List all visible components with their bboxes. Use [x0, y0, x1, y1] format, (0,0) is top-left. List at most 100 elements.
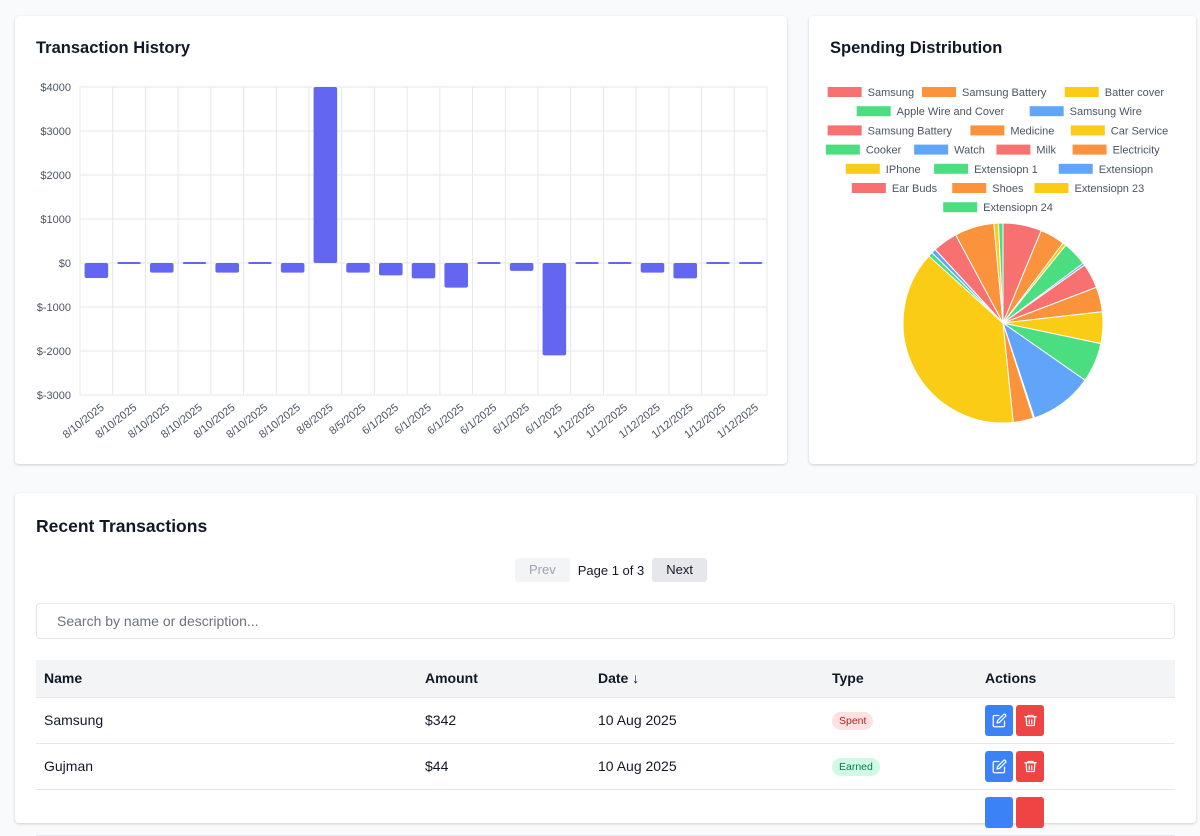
legend-label: Extensiopn 24: [983, 202, 1053, 214]
bar: [509, 263, 534, 271]
legend-label: Milk: [1036, 145, 1056, 157]
bar: [84, 263, 109, 279]
legend-swatch: [922, 87, 956, 97]
type-badge-spent: Spent: [832, 711, 874, 730]
search-input[interactable]: [36, 603, 1175, 639]
bar: [411, 263, 436, 279]
bar: [444, 263, 468, 288]
row-actions: [977, 789, 1175, 836]
y-tick-label: $-1000: [37, 302, 71, 314]
legend-swatch: [996, 144, 1031, 155]
legend-swatch: [943, 202, 978, 213]
spending-distribution-card: Spending Distribution Samsung Samsung Bat…: [809, 16, 1196, 464]
bar: [346, 263, 370, 273]
prev-page-button[interactable]: Prev: [515, 558, 570, 582]
legend-swatch: [970, 125, 1005, 136]
bar: [280, 263, 305, 273]
row-actions: [977, 743, 1175, 790]
legend-item: Ear Buds: [851, 183, 938, 195]
transactions-table: Name Amount Date ↓ Type Actions Samsung …: [36, 660, 1175, 836]
legend-swatch: [914, 144, 949, 155]
legend-item: Milk: [996, 144, 1056, 157]
y-tick-label: $3000: [40, 126, 71, 138]
legend-label: Ear Buds: [892, 183, 938, 195]
legend-swatch: [1070, 125, 1105, 136]
row-amount: $342: [417, 697, 590, 744]
legend-label: Car Service: [1111, 125, 1168, 137]
legend-item: Cooker: [825, 144, 902, 157]
legend-label: Extensiopn: [1099, 164, 1153, 176]
table-row: Samsung $342 10 Aug 2025 Spent: [36, 697, 1175, 744]
legend-swatch: [851, 183, 886, 193]
transaction-history-card: Transaction History $4000 $3000 $2000 $1000…: [15, 16, 787, 464]
edit-button[interactable]: [985, 796, 1013, 828]
trash-icon: [1023, 760, 1037, 772]
legend-label: Extensiopn 23: [1075, 183, 1145, 195]
bar: [379, 263, 403, 276]
legend-swatch: [1058, 163, 1093, 174]
legend-item: Watch: [914, 144, 985, 157]
legend-label: Batter cover: [1105, 87, 1165, 99]
legend-swatch: [934, 163, 969, 174]
next-page-button[interactable]: Next: [652, 558, 707, 582]
pie-slice: [997, 222, 1004, 324]
delete-button[interactable]: [1016, 750, 1044, 782]
legend-label: Shoes: [992, 183, 1024, 195]
legend-item: Batter cover: [1064, 87, 1165, 99]
delete-button[interactable]: [1016, 796, 1044, 828]
bar: [182, 262, 207, 264]
table-header-row: Name Amount Date ↓ Type Actions: [36, 660, 1175, 698]
legend-label: Apple Wire and Cover: [897, 106, 1005, 118]
pie-slice: [902, 255, 1014, 424]
transaction-history-chart: $4000 $3000 $2000 $1000 $0 $-1000 $-2000 $-3000…: [37, 82, 768, 441]
legend-swatch: [1064, 87, 1099, 97]
legend-item: Extensiopn 1: [934, 163, 1038, 176]
row-name: Gujman: [36, 743, 417, 790]
edit-icon: [992, 713, 1006, 727]
row-date: 10 Aug 2025: [590, 697, 824, 744]
row-amount: [417, 789, 590, 836]
legend-item: Electricity: [1072, 144, 1161, 157]
column-header-name[interactable]: Name: [36, 660, 417, 698]
edit-button[interactable]: [985, 704, 1013, 736]
column-header-actions: Actions: [977, 660, 1175, 698]
legend-label: Electricity: [1113, 145, 1161, 157]
legend-item: Samsung: [827, 87, 914, 99]
bar: [248, 262, 272, 264]
transaction-history-title: Transaction History: [36, 39, 191, 57]
bar: [608, 262, 632, 264]
legend-label: Extensiopn 1: [974, 164, 1038, 176]
delete-button[interactable]: [1016, 704, 1044, 736]
table-row: [36, 789, 1175, 836]
y-tick-label: $0: [59, 258, 71, 270]
legend-swatch: [1072, 144, 1107, 155]
row-date: [590, 789, 824, 836]
legend-item: Shoes: [952, 183, 1024, 195]
recent-transactions-title: Recent Transactions: [36, 516, 208, 536]
column-header-type[interactable]: Type: [824, 660, 977, 698]
legend-swatch: [827, 125, 862, 136]
spending-distribution-title: Spending Distribution: [830, 39, 1003, 57]
edit-icon: [992, 759, 1006, 773]
column-header-date[interactable]: Date ↓: [590, 660, 824, 698]
bar: [575, 262, 599, 264]
y-tick-label: $4000: [40, 82, 71, 94]
legend-item: Medicine: [970, 125, 1054, 137]
edit-button[interactable]: [985, 750, 1013, 782]
row-type-cell: Spent: [824, 697, 977, 744]
legend-item: IPhone: [845, 163, 921, 176]
bar: [150, 263, 174, 273]
legend-label: Medicine: [1010, 125, 1054, 137]
column-header-amount[interactable]: Amount: [417, 660, 590, 698]
legend-swatch: [825, 144, 860, 155]
legend-item: Extensiopn 23: [1034, 183, 1145, 195]
bar: [313, 87, 338, 263]
bar: [477, 262, 501, 264]
legend-item: Samsung Wire: [1029, 106, 1142, 118]
legend-label: Samsung: [868, 87, 914, 99]
legend-swatch: [1034, 183, 1069, 193]
legend-item: Samsung Battery: [827, 125, 953, 137]
bar: [542, 263, 567, 356]
row-type-cell: Earned: [824, 743, 977, 790]
row-amount: $44: [417, 743, 590, 790]
